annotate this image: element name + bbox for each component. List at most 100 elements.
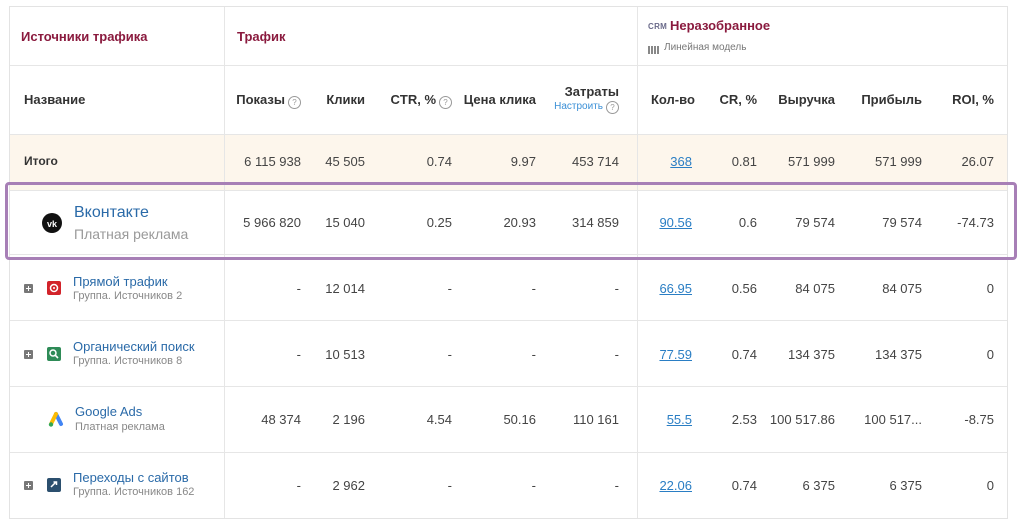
source-subtitle: Платная реклама (75, 421, 165, 433)
direct-traffic-icon (47, 281, 61, 295)
cell-profit: 79 574 (882, 215, 922, 230)
cell-cr: 0.56 (731, 281, 757, 296)
cell-costs: 110 161 (572, 412, 619, 427)
cell-revenue: 100 517.86 (769, 412, 835, 427)
source-subtitle: Группа. Источников 162 (73, 486, 195, 498)
svg-text:vk: vk (47, 219, 58, 229)
col-cr[interactable]: CR, % (719, 92, 757, 107)
cell-roi: -8.75 (964, 412, 994, 427)
source-subtitle: Группа. Источников 8 (73, 355, 183, 367)
cell-qty-link[interactable]: 66.95 (659, 281, 692, 296)
total-costs: 453 714 (572, 154, 619, 169)
traffic-sources-table: Источники трафика Трафик CRM Неразобранн… (9, 6, 1008, 519)
total-cr: 0.81 (731, 154, 757, 169)
col-revenue[interactable]: Выручка (778, 92, 835, 107)
cell-clicks: 10 513 (325, 347, 365, 362)
cell-impressions: 48 374 (261, 412, 301, 427)
cell-costs: - (614, 281, 619, 296)
cell-clicks: 2 962 (332, 478, 365, 493)
cell-qty-link[interactable]: 55.5 (666, 412, 692, 427)
cell-cpc: - (531, 478, 536, 493)
cell-cr: 0.6 (738, 215, 757, 230)
total-label: Итого (24, 154, 58, 168)
help-icon[interactable]: ? (606, 101, 619, 114)
cell-impressions: - (296, 478, 301, 493)
cell-ctr: 0.25 (426, 215, 452, 230)
source-name-link[interactable]: Google Ads (75, 404, 143, 419)
cell-revenue: 79 574 (795, 215, 835, 230)
costs-setup-link[interactable]: Настроить? (554, 101, 619, 114)
traffic-group-title: Трафик (237, 29, 286, 44)
cell-clicks: 15 040 (325, 215, 365, 230)
cell-cpc: 50.16 (503, 412, 536, 427)
cell-profit: 100 517... (864, 412, 922, 427)
source-name-link[interactable]: Органический поиск (73, 339, 195, 354)
cell-costs: - (614, 347, 619, 362)
total-cpc: 9.97 (510, 154, 536, 169)
cell-cr: 2.53 (731, 412, 757, 427)
col-profit[interactable]: Прибыль (861, 92, 922, 107)
cell-clicks: 12 014 (325, 281, 365, 296)
total-roi: 26.07 (961, 154, 994, 169)
col-name: Название (24, 92, 86, 107)
cell-ctr: - (447, 347, 452, 362)
cell-qty-link[interactable]: 90.56 (659, 215, 692, 230)
cell-impressions: - (296, 347, 301, 362)
cell-impressions: 5 966 820 (243, 215, 301, 230)
cell-profit: 134 375 (875, 347, 922, 362)
crm-badge: CRM (648, 22, 668, 31)
cell-ctr: - (447, 478, 452, 493)
col-clicks[interactable]: Клики (326, 92, 365, 107)
col-cpc[interactable]: Цена клика (463, 92, 536, 107)
source-subtitle: Платная реклама (74, 226, 189, 242)
vk-icon: vk (42, 213, 62, 233)
help-icon[interactable]: ? (439, 96, 452, 109)
expand-icon[interactable] (24, 481, 33, 490)
cell-roi: 0 (986, 347, 994, 362)
col-qty[interactable]: Кол-во (651, 92, 695, 107)
total-row (10, 134, 1007, 190)
expand-icon[interactable] (24, 350, 33, 359)
total-qty-link[interactable]: 368 (670, 154, 692, 169)
cell-revenue: 6 375 (802, 478, 835, 493)
col-roi[interactable]: ROI, % (952, 92, 994, 107)
highlight-frame (5, 182, 1017, 260)
attribution-model-icon (648, 46, 660, 54)
cell-cr: 0.74 (731, 347, 757, 362)
source-name-link[interactable]: Вконтакте (74, 204, 149, 221)
total-profit: 571 999 (875, 154, 922, 169)
col-ctr[interactable]: CTR, %? (391, 92, 452, 109)
referral-icon (47, 478, 61, 492)
sources-group-title: Источники трафика (21, 29, 148, 44)
cell-cpc: - (531, 281, 536, 296)
google-ads-icon (47, 411, 65, 429)
cell-ctr: 4.54 (426, 412, 452, 427)
cell-profit: 84 075 (882, 281, 922, 296)
cell-cr: 0.74 (731, 478, 757, 493)
total-ctr: 0.74 (426, 154, 452, 169)
cell-roi: -74.73 (957, 215, 994, 230)
unsorted-group-title[interactable]: Неразобранное (670, 18, 771, 33)
cell-roi: 0 (986, 478, 994, 493)
cell-cpc: - (531, 347, 536, 362)
total-revenue: 571 999 (788, 154, 835, 169)
attribution-model-label[interactable]: Линейная модель (664, 42, 747, 53)
total-impressions: 6 115 938 (244, 154, 301, 169)
cell-cpc: 20.93 (503, 215, 536, 230)
cell-revenue: 134 375 (788, 347, 835, 362)
total-clicks: 45 505 (325, 154, 365, 169)
cell-profit: 6 375 (889, 478, 922, 493)
source-name-link[interactable]: Переходы с сайтов (73, 470, 189, 485)
cell-roi: 0 (986, 281, 994, 296)
cell-revenue: 84 075 (795, 281, 835, 296)
cell-clicks: 2 196 (332, 412, 365, 427)
source-subtitle: Группа. Источников 2 (73, 290, 183, 302)
organic-search-icon (47, 347, 61, 361)
col-impressions[interactable]: Показы? (236, 92, 301, 109)
expand-icon[interactable] (24, 284, 33, 293)
col-costs[interactable]: Затраты (564, 84, 619, 99)
source-name-link[interactable]: Прямой трафик (73, 274, 168, 289)
help-icon[interactable]: ? (288, 96, 301, 109)
cell-qty-link[interactable]: 22.06 (659, 478, 692, 493)
cell-qty-link[interactable]: 77.59 (659, 347, 692, 362)
